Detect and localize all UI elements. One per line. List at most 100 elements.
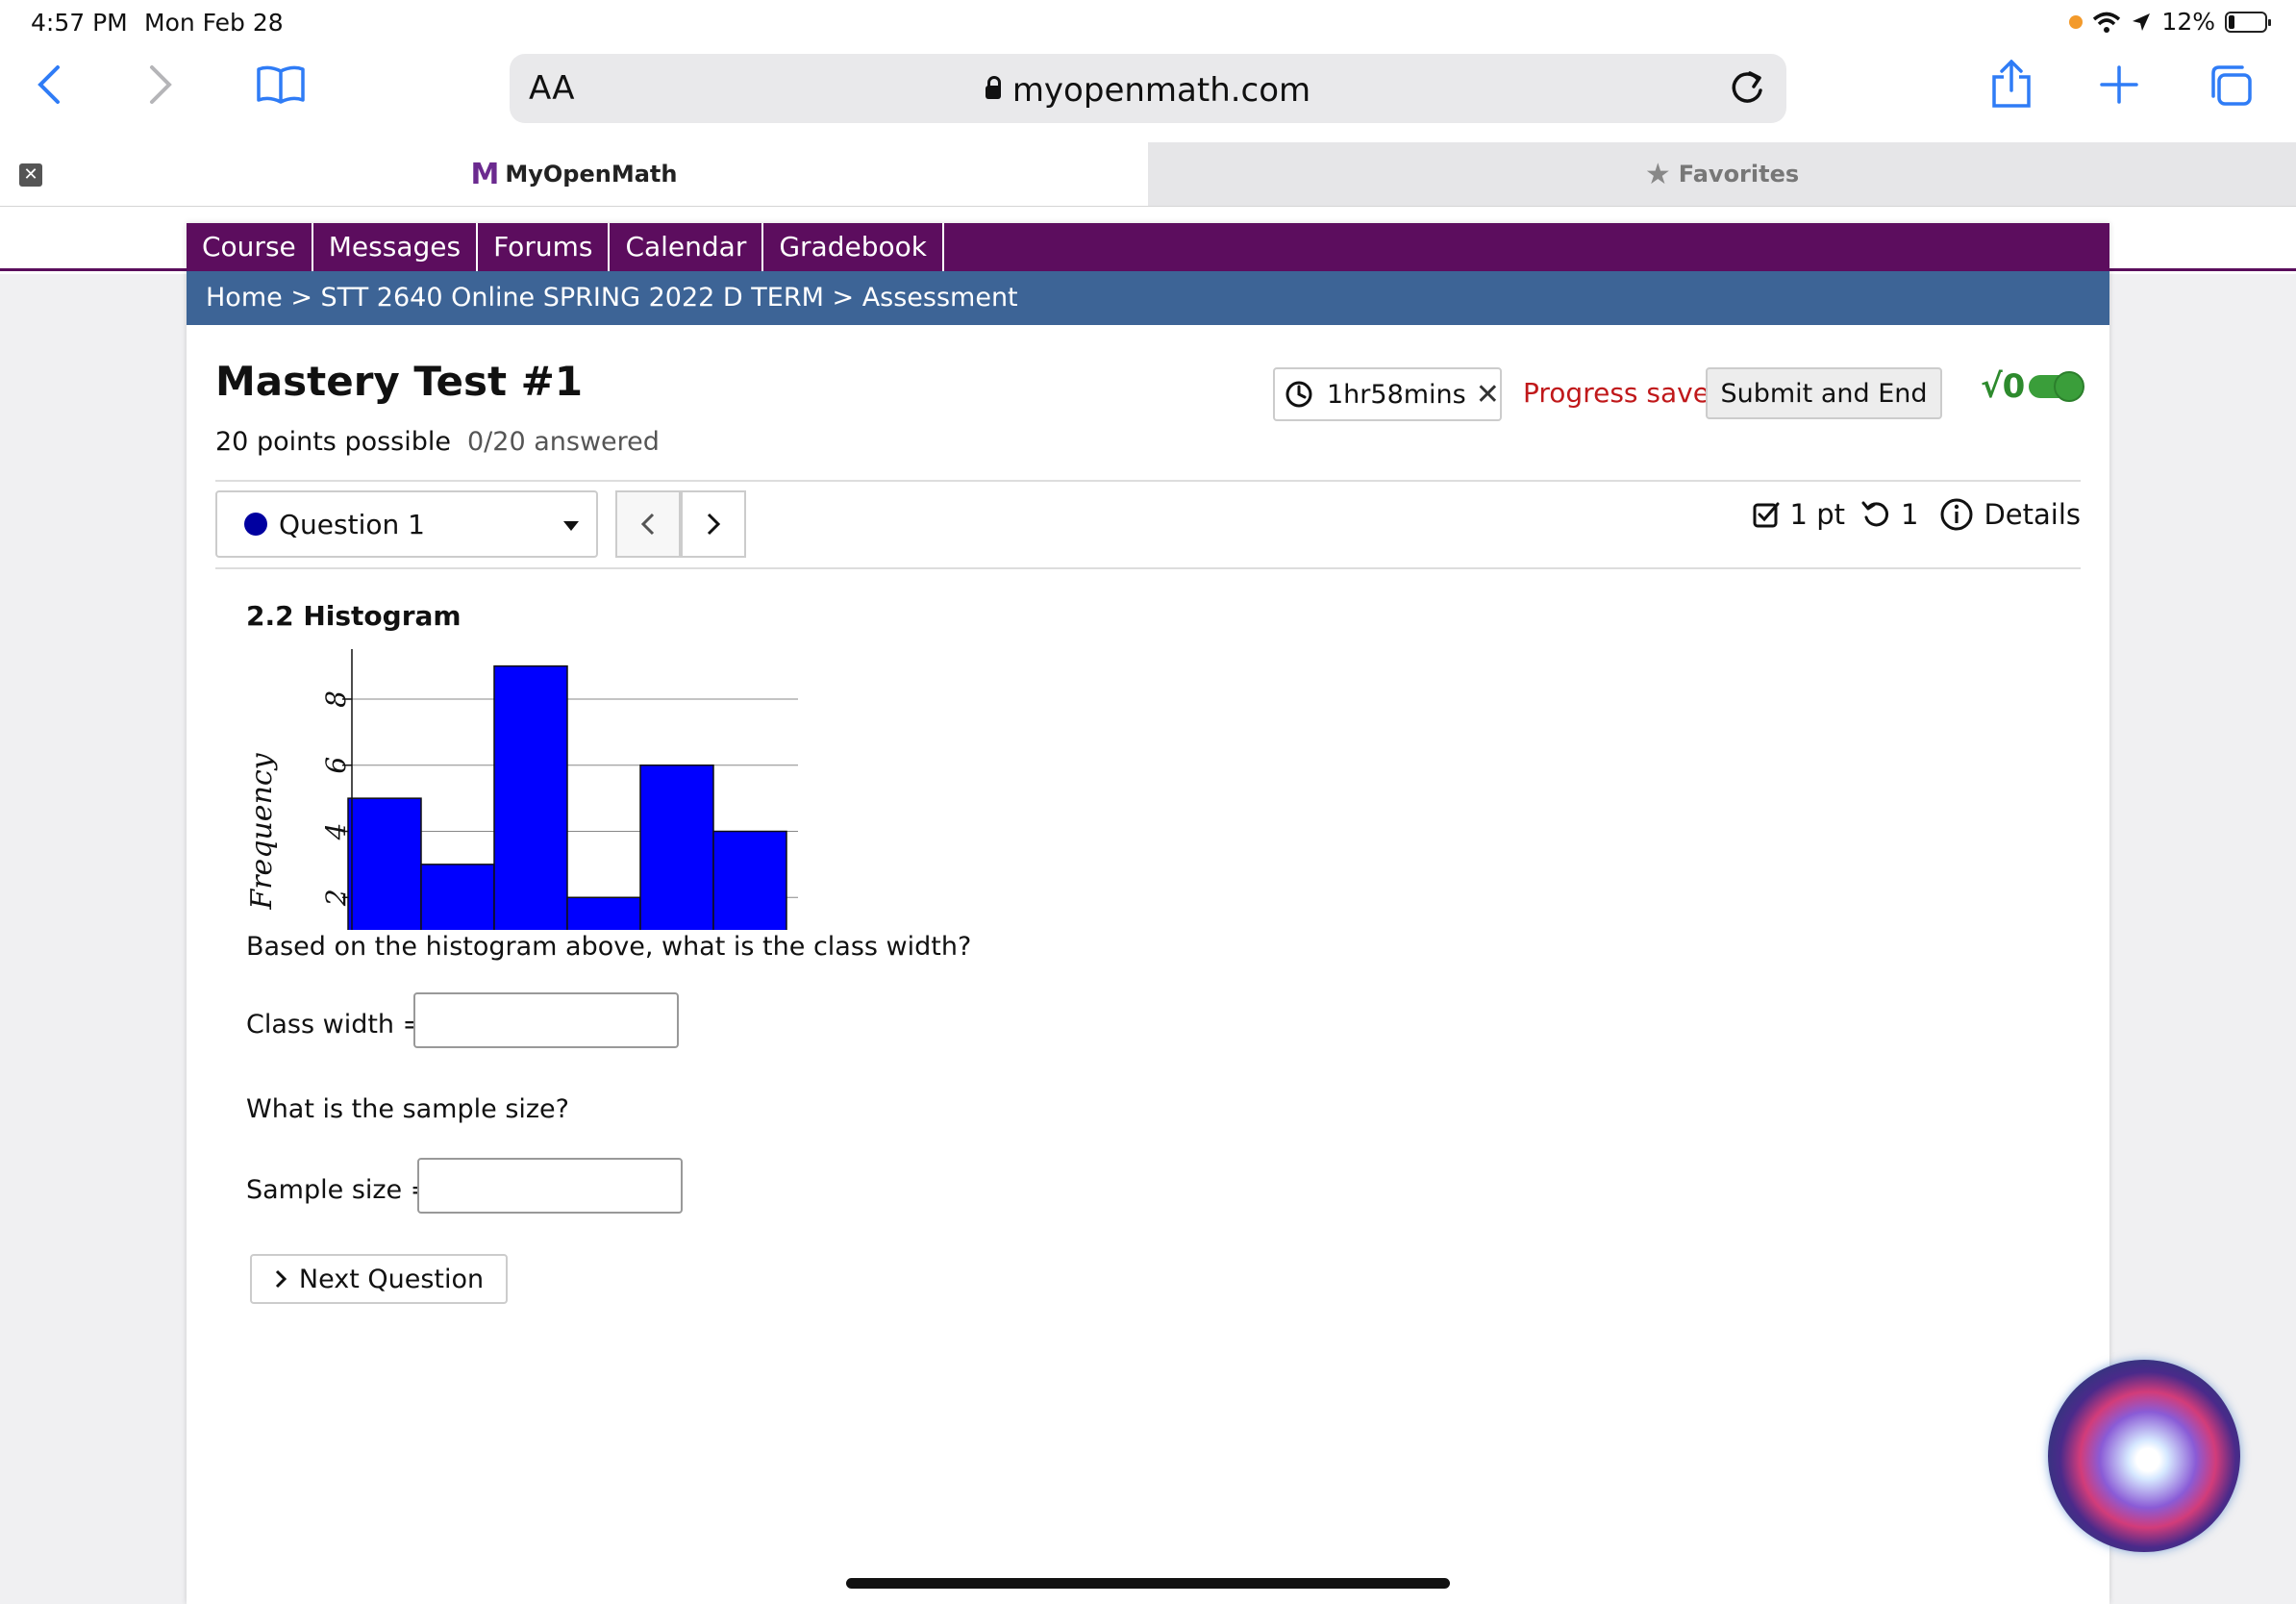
question-prompt-sample-size: What is the sample size? bbox=[246, 1094, 569, 1124]
next-question-label: Next Question bbox=[298, 1264, 485, 1294]
y-axis-label: Frequency bbox=[246, 752, 279, 910]
address-bar[interactable]: AA myopenmath.com bbox=[510, 54, 1786, 123]
y-tick-label: 2 bbox=[320, 889, 352, 907]
question-prompt-class-width: Based on the histogram above, what is th… bbox=[246, 932, 972, 962]
class-width-label: Class width = bbox=[246, 1010, 425, 1040]
class-width-input[interactable] bbox=[413, 992, 679, 1048]
book-icon bbox=[257, 65, 305, 104]
forward-button[interactable] bbox=[146, 63, 175, 106]
page-title: Mastery Test #1 bbox=[215, 358, 584, 405]
tabs-overview-button[interactable] bbox=[2208, 63, 2254, 108]
battery-percent: 12% bbox=[2161, 8, 2215, 36]
nav-forums[interactable]: Forums bbox=[478, 223, 611, 271]
breadcrumb-course[interactable]: STT 2640 Online SPRING 2022 D TERM bbox=[320, 283, 824, 313]
tab-strip: M MyOpenMath ✕ ★ Favorites bbox=[0, 142, 2296, 207]
info-icon bbox=[1940, 498, 1973, 531]
details-link[interactable]: Details bbox=[1984, 498, 2081, 531]
timer-value: 1hr58mins bbox=[1327, 379, 1466, 410]
question-status-dot-icon bbox=[244, 513, 267, 536]
caret-down-icon bbox=[563, 521, 579, 531]
status-bar: 4:57 PM Mon Feb 28 12% bbox=[0, 0, 2296, 46]
breadcrumb-separator: > bbox=[832, 283, 855, 313]
progress-status: Progress saved bbox=[1523, 377, 1727, 409]
url-display[interactable]: myopenmath.com bbox=[510, 71, 1786, 110]
breadcrumb: Home > STT 2640 Online SPRING 2022 D TER… bbox=[187, 271, 2109, 325]
divider bbox=[215, 480, 2081, 482]
wifi-icon bbox=[2093, 12, 2121, 33]
lock-icon bbox=[985, 76, 1001, 99]
page-gutter-left bbox=[0, 274, 187, 1604]
math-display-toggle[interactable]: √0 bbox=[1981, 367, 2085, 406]
histogram-bar bbox=[347, 797, 422, 930]
nav-messages[interactable]: Messages bbox=[313, 223, 479, 271]
question-select[interactable]: Question 1 bbox=[215, 490, 598, 558]
breadcrumb-home[interactable]: Home bbox=[206, 283, 283, 313]
histogram-bar bbox=[712, 830, 787, 930]
nav-calendar[interactable]: Calendar bbox=[610, 223, 764, 271]
tab-myopenmath[interactable]: M MyOpenMath bbox=[0, 142, 1148, 206]
submit-and-end-button[interactable]: Submit and End bbox=[1706, 367, 1942, 419]
toggle-switch[interactable] bbox=[2029, 371, 2085, 402]
next-question-arrow-button[interactable] bbox=[681, 490, 746, 558]
siri-orb-icon[interactable] bbox=[2048, 1360, 2240, 1552]
y-tick-label: 6 bbox=[320, 757, 352, 774]
prev-question-button[interactable] bbox=[615, 490, 681, 558]
status-time: 4:57 PM bbox=[31, 9, 128, 37]
sample-size-input[interactable] bbox=[417, 1158, 683, 1214]
y-tick-label: 4 bbox=[320, 823, 352, 841]
close-tab-button[interactable]: ✕ bbox=[19, 163, 42, 187]
bookmarks-button[interactable] bbox=[256, 65, 306, 104]
home-indicator[interactable] bbox=[846, 1578, 1450, 1589]
plus-icon bbox=[2100, 65, 2138, 104]
myopenmath-logo-icon: M bbox=[470, 157, 500, 191]
new-tab-button[interactable] bbox=[2100, 65, 2138, 104]
tab-label: Favorites bbox=[1678, 161, 1800, 188]
url-text: myopenmath.com bbox=[1011, 71, 1311, 110]
text-size-button[interactable]: AA bbox=[529, 69, 575, 108]
sample-size-label: Sample size = bbox=[246, 1175, 433, 1205]
breadcrumb-separator: > bbox=[290, 283, 312, 313]
sqrt-icon: √0 bbox=[1981, 367, 2026, 406]
timer-box: 1hr58mins ✕ bbox=[1273, 367, 1502, 421]
tabs-icon bbox=[2211, 65, 2252, 106]
close-timer-icon[interactable]: ✕ bbox=[1475, 377, 1500, 412]
next-question-button[interactable]: Next Question bbox=[250, 1254, 508, 1304]
answered-count: 0/20 answered bbox=[467, 427, 660, 457]
star-icon: ★ bbox=[1644, 157, 1671, 191]
retry-icon bbox=[1861, 501, 1889, 527]
histogram-bar bbox=[420, 864, 495, 930]
share-button[interactable] bbox=[1990, 60, 2033, 108]
reload-icon[interactable] bbox=[1729, 67, 1767, 108]
histogram-chart: 2468171319253137dataFrequency bbox=[246, 649, 798, 930]
histogram-bar bbox=[566, 896, 641, 930]
chevron-right-icon bbox=[150, 65, 172, 104]
browser-toolbar: AA myopenmath.com bbox=[0, 46, 2296, 142]
y-tick-label: 8 bbox=[320, 690, 352, 708]
checkbox-icon bbox=[1753, 502, 1780, 528]
status-indicators: 12% bbox=[2069, 8, 2271, 36]
question-meta: 1 pt 1 Details bbox=[1752, 497, 2081, 532]
back-button[interactable] bbox=[35, 63, 63, 106]
mic-indicator-icon bbox=[2069, 14, 2084, 29]
chevron-right-icon bbox=[275, 1269, 287, 1289]
status-date: Mon Feb 28 bbox=[144, 9, 284, 37]
nav-gradebook[interactable]: Gradebook bbox=[763, 223, 944, 271]
divider bbox=[215, 567, 2081, 569]
chevron-left-icon bbox=[37, 65, 60, 104]
tab-favorites[interactable]: ★ Favorites bbox=[1148, 142, 2296, 206]
attempts-count: 1 bbox=[1901, 498, 1919, 531]
clock-icon bbox=[1285, 381, 1312, 408]
course-nav: Course Messages Forums Calendar Gradeboo… bbox=[187, 223, 2109, 271]
content-container: Course Messages Forums Calendar Gradeboo… bbox=[187, 223, 2109, 1604]
chevron-left-icon bbox=[640, 513, 655, 536]
tab-label: MyOpenMath bbox=[505, 161, 678, 188]
nav-course[interactable]: Course bbox=[187, 223, 313, 271]
share-icon bbox=[1992, 60, 2031, 108]
chevron-right-icon bbox=[707, 513, 721, 536]
battery-icon bbox=[2225, 11, 2271, 33]
question-points: 1 pt bbox=[1789, 498, 1845, 531]
web-page: Course Messages Forums Calendar Gradeboo… bbox=[0, 207, 2296, 1604]
breadcrumb-current: Assessment bbox=[861, 283, 1018, 313]
histogram-bar bbox=[493, 664, 568, 930]
location-icon bbox=[2133, 13, 2151, 31]
